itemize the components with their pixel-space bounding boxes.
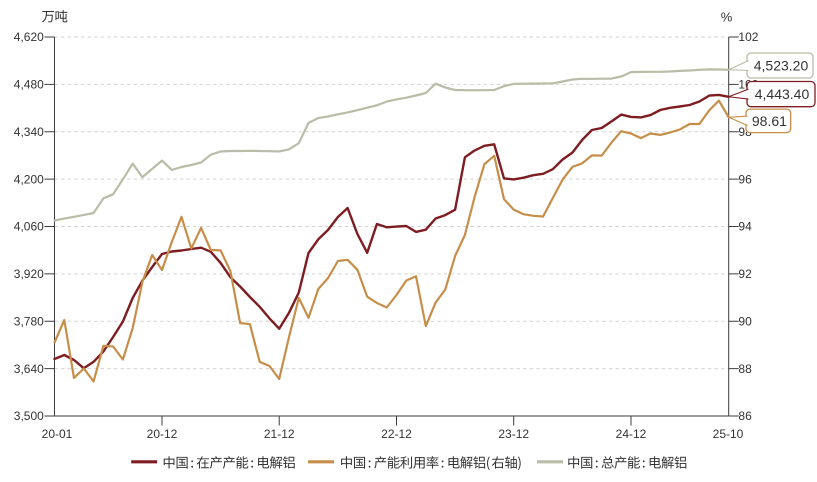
svg-text:88: 88 (738, 362, 752, 376)
svg-text:3,920: 3,920 (14, 267, 44, 281)
svg-text:4,480: 4,480 (14, 78, 44, 92)
svg-text:86: 86 (738, 409, 752, 423)
svg-text:4,620: 4,620 (14, 30, 44, 44)
svg-text:24-12: 24-12 (616, 427, 647, 441)
svg-text:94: 94 (738, 220, 752, 234)
svg-text:102: 102 (738, 30, 758, 44)
svg-text:98.61: 98.61 (752, 113, 787, 129)
svg-text:20-12: 20-12 (147, 427, 178, 441)
svg-text:%: % (721, 9, 733, 24)
svg-text:20-01: 20-01 (42, 427, 73, 441)
svg-text:96: 96 (738, 172, 752, 186)
svg-text:4,443.40: 4,443.40 (755, 86, 810, 102)
svg-text:25-10: 25-10 (713, 427, 744, 441)
svg-text:23-12: 23-12 (498, 427, 529, 441)
svg-text:3,500: 3,500 (14, 409, 44, 423)
svg-text:90: 90 (738, 314, 752, 328)
svg-text:4,060: 4,060 (14, 220, 44, 234)
svg-text:22-12: 22-12 (381, 427, 412, 441)
svg-text:4,200: 4,200 (14, 172, 44, 186)
svg-text:21-12: 21-12 (264, 427, 295, 441)
svg-text:3,780: 3,780 (14, 314, 44, 328)
svg-text:4,340: 4,340 (14, 125, 44, 139)
svg-text:92: 92 (738, 267, 752, 281)
svg-text:4,523.20: 4,523.20 (754, 58, 809, 74)
svg-text:3,640: 3,640 (14, 362, 44, 376)
